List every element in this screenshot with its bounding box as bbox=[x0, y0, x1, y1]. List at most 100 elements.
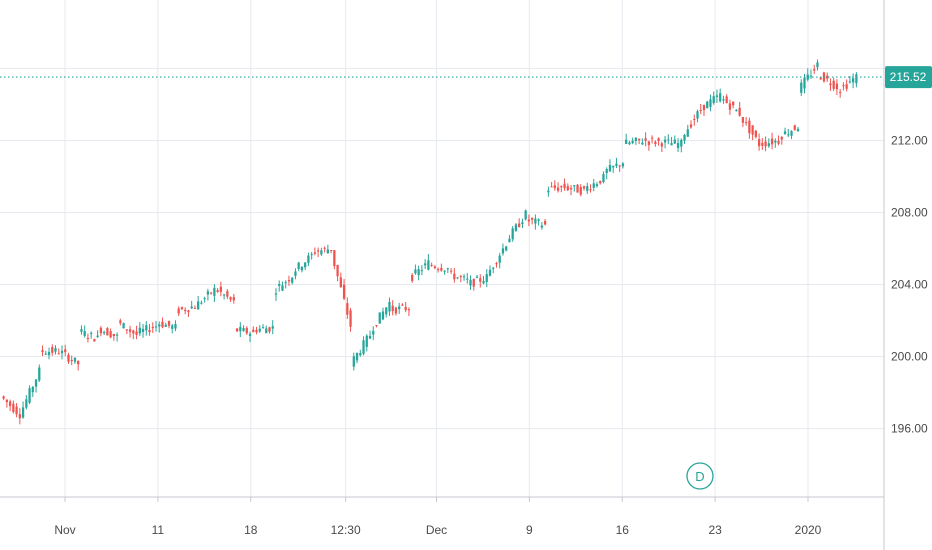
candle bbox=[693, 114, 696, 126]
candle bbox=[453, 267, 456, 283]
candle bbox=[757, 133, 761, 151]
candle bbox=[579, 184, 582, 197]
candle bbox=[80, 325, 83, 335]
candle bbox=[141, 323, 145, 338]
candle-body bbox=[177, 308, 180, 314]
candle-body bbox=[235, 328, 239, 332]
candle bbox=[323, 246, 326, 253]
candle-body bbox=[15, 406, 18, 415]
candle bbox=[206, 288, 210, 301]
candle bbox=[427, 254, 430, 271]
candle bbox=[508, 235, 511, 243]
candle bbox=[712, 91, 715, 105]
candle-body bbox=[83, 331, 86, 336]
candle-body bbox=[845, 84, 848, 89]
candle bbox=[106, 327, 109, 336]
candle-body bbox=[80, 329, 83, 332]
candle-body bbox=[819, 77, 822, 80]
grid-lines bbox=[0, 0, 884, 497]
time-axis[interactable]: Nov 11 18 12:30 Dec 9 16 23 2020 bbox=[54, 497, 822, 537]
candle bbox=[732, 101, 735, 109]
candle-body bbox=[566, 186, 569, 191]
candle bbox=[796, 126, 800, 132]
candle-body bbox=[219, 286, 222, 292]
candle-body bbox=[385, 307, 388, 315]
candle-body bbox=[631, 140, 634, 144]
candle bbox=[689, 120, 693, 129]
candle-body bbox=[77, 360, 80, 365]
candle-body bbox=[148, 330, 151, 333]
candle-body bbox=[187, 310, 190, 313]
candle bbox=[5, 399, 8, 408]
candle-body bbox=[793, 125, 796, 130]
candle bbox=[265, 325, 268, 334]
price-axis[interactable]: 196.00 200.00 204.00 208.00 212.00 bbox=[891, 133, 928, 435]
candle bbox=[57, 348, 60, 355]
x-tick-label: 18 bbox=[244, 523, 258, 537]
candle bbox=[446, 267, 449, 274]
candle bbox=[329, 250, 333, 254]
candle-body bbox=[122, 323, 125, 329]
candle bbox=[514, 223, 518, 232]
candle-body bbox=[326, 249, 329, 254]
candle-body bbox=[281, 285, 284, 291]
candle bbox=[83, 325, 86, 338]
candle bbox=[73, 357, 77, 364]
candle-body bbox=[777, 141, 780, 144]
candle bbox=[547, 186, 550, 197]
candle-body bbox=[404, 306, 407, 311]
candle-body bbox=[310, 254, 313, 256]
candle-body bbox=[764, 141, 767, 147]
candle bbox=[855, 72, 858, 88]
candle-body bbox=[702, 104, 706, 111]
candle bbox=[621, 162, 625, 169]
candle bbox=[381, 307, 385, 321]
candle-body bbox=[573, 185, 576, 187]
candle-body bbox=[355, 352, 359, 361]
candle-body bbox=[103, 332, 106, 334]
candle bbox=[122, 322, 125, 329]
candle-body bbox=[67, 354, 70, 362]
candle bbox=[388, 297, 391, 316]
candle bbox=[112, 333, 115, 341]
candle-body bbox=[543, 220, 547, 225]
candle bbox=[809, 69, 813, 80]
candle bbox=[355, 352, 359, 364]
candle bbox=[70, 355, 73, 366]
candle-body bbox=[151, 326, 154, 329]
candle bbox=[573, 184, 576, 192]
candle bbox=[505, 245, 508, 252]
candle bbox=[44, 350, 47, 355]
candle-body bbox=[839, 91, 842, 93]
candle-body bbox=[28, 388, 31, 403]
candle-body bbox=[589, 189, 592, 191]
candle-body bbox=[274, 293, 278, 295]
candle bbox=[433, 265, 436, 270]
dividend-event-marker[interactable]: D bbox=[686, 462, 714, 490]
candle bbox=[404, 301, 407, 313]
candle-body bbox=[501, 248, 505, 254]
candle-body bbox=[349, 310, 352, 327]
candle-body bbox=[73, 357, 77, 362]
candle-body bbox=[427, 260, 430, 270]
candle bbox=[440, 263, 443, 272]
candle-body bbox=[689, 124, 693, 128]
candle-body bbox=[475, 276, 479, 278]
candle bbox=[278, 280, 281, 292]
candle-body bbox=[346, 303, 349, 315]
candle-body bbox=[294, 271, 297, 276]
candle-body bbox=[683, 134, 686, 141]
candle-body bbox=[197, 301, 200, 310]
candle-body bbox=[803, 77, 806, 89]
candle-body bbox=[86, 338, 90, 340]
candle bbox=[216, 288, 219, 293]
candle bbox=[77, 360, 80, 371]
candle bbox=[728, 99, 732, 115]
candle-body bbox=[297, 262, 300, 269]
candle bbox=[352, 352, 355, 371]
candle bbox=[531, 217, 534, 225]
candle bbox=[722, 95, 725, 104]
candle bbox=[226, 289, 229, 299]
x-tick-label: 12:30 bbox=[331, 523, 361, 537]
